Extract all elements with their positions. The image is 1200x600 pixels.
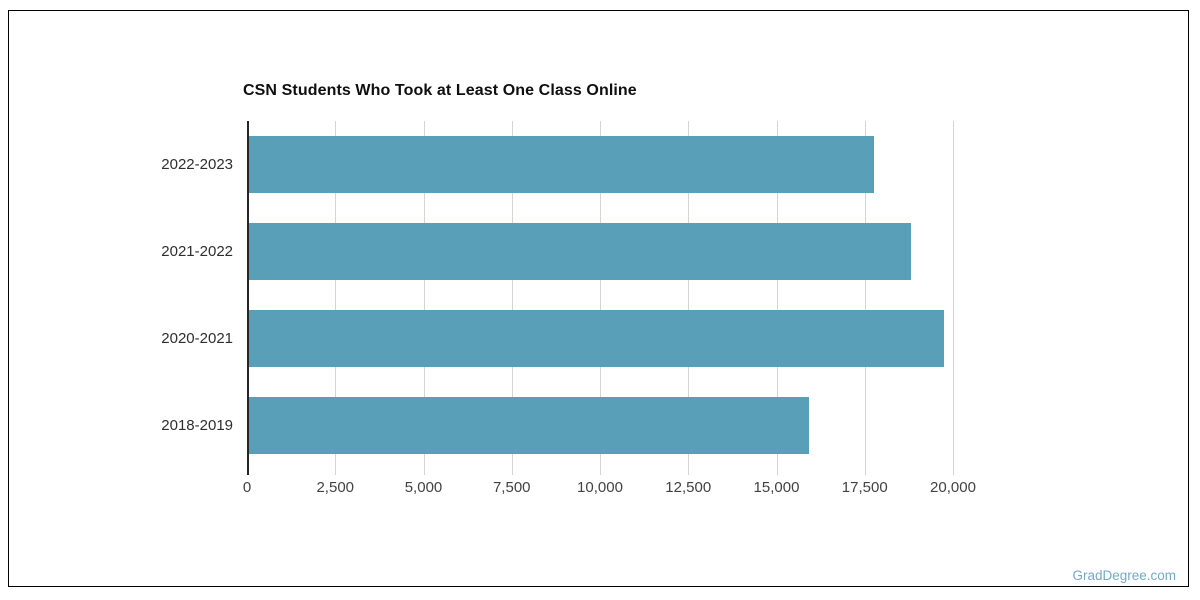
x-tick-label: 20,000 [930, 479, 976, 496]
gridline [688, 121, 690, 475]
gridline [776, 121, 778, 475]
watermark-link[interactable]: GradDegree.com [1072, 568, 1176, 583]
x-tick-label: 5,000 [404, 479, 443, 496]
plot-area [247, 121, 1040, 475]
gridline [511, 121, 513, 475]
x-tick-label: 12,500 [665, 479, 712, 496]
x-tick-label: 15,000 [753, 479, 800, 496]
chart-title: CSN Students Who Took at Least One Class… [243, 82, 637, 99]
y-axis-line [247, 121, 249, 475]
y-tick-label: 2018-2019 [161, 417, 233, 434]
x-tick-label: 17,500 [841, 479, 888, 496]
x-tick-label: 0 [242, 479, 252, 496]
bar-2022-2023 [249, 136, 874, 193]
bar-2021-2022 [249, 223, 911, 280]
gridline [953, 121, 954, 475]
x-tick-label: 7,500 [492, 479, 531, 496]
bar-2020-2021 [249, 310, 945, 367]
y-tick-label: 2021-2022 [161, 243, 233, 260]
gridline [335, 121, 337, 475]
bar-2018-2019 [249, 397, 809, 454]
gridline [600, 121, 601, 475]
x-tick-label: 10,000 [577, 479, 623, 496]
gridline [864, 121, 866, 475]
y-tick-label: 2022-2023 [161, 156, 233, 173]
gridline [423, 121, 425, 475]
x-tick-label: 2,500 [316, 479, 355, 496]
y-tick-label: 2020-2021 [161, 330, 233, 347]
